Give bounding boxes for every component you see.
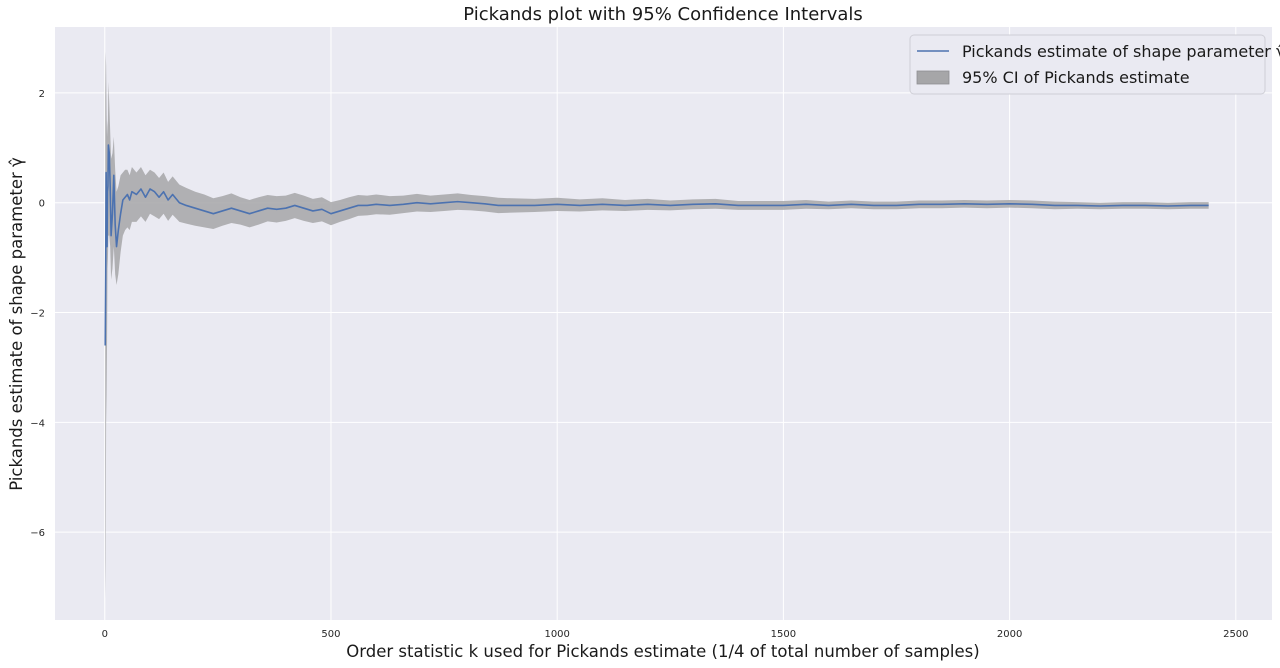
x-tick-label: 1500 [771,629,796,640]
y-tick-label: −2 [30,309,45,320]
chart-title: Pickands plot with 95% Confidence Interv… [463,4,863,25]
tick-labels: 0 500 1000 1500 2000 2500 −6 −4 −2 0 2 [30,89,1248,640]
y-tick-label: 2 [39,89,45,100]
legend-box [909,34,1266,95]
legend: Pickands estimate of shape parameter γ̂ … [909,34,1280,95]
estimate-line [104,144,1209,346]
y-tick-label: 0 [39,199,45,210]
x-axis-label: Order statistic k used for Pickands esti… [346,642,979,661]
x-tick-label: 2500 [1223,629,1248,640]
x-tick-label: 1000 [544,629,569,640]
plot-area [55,27,1272,620]
x-tick-label: 2000 [997,629,1022,640]
y-tick-label: −4 [30,418,45,429]
legend-label-ci: 95% CI of Pickands estimate [962,68,1190,87]
legend-band-swatch [916,70,950,85]
x-tick-label: 500 [321,629,340,640]
legend-label-estimate: Pickands estimate of shape parameter γ̂ [962,42,1280,61]
y-axis-label: Pickands estimate of shape parameter γ̂ [7,157,26,491]
y-tick-label: −6 [30,528,45,539]
x-tick-label: 0 [102,629,108,640]
data-layer [104,51,1209,599]
